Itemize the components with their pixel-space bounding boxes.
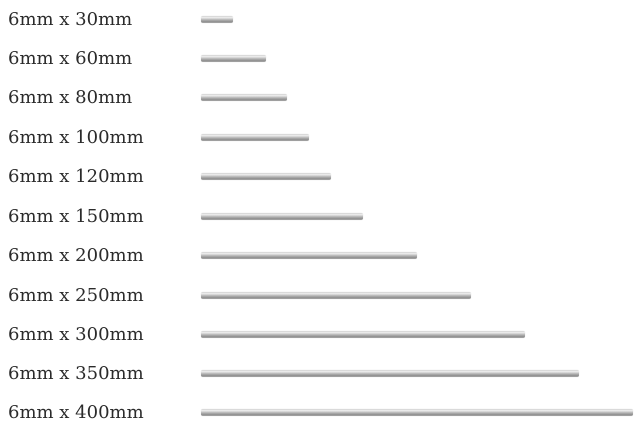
rod-image xyxy=(201,16,233,23)
rod-image xyxy=(201,292,471,299)
rod-size-label: 6mm x 100mm xyxy=(8,127,144,148)
rod-size-label: 6mm x 200mm xyxy=(8,245,144,266)
rod-image xyxy=(201,55,266,62)
rod-row: 6mm x 60mm xyxy=(0,39,643,79)
rod-image xyxy=(201,173,331,180)
rod-image xyxy=(201,94,287,101)
rod-size-label: 6mm x 60mm xyxy=(8,48,133,69)
rod-image xyxy=(201,331,525,338)
rod-row: 6mm x 150mm xyxy=(0,197,643,237)
rod-size-label: 6mm x 120mm xyxy=(8,166,144,187)
rod-row: 6mm x 400mm xyxy=(0,393,643,433)
rod-row: 6mm x 250mm xyxy=(0,276,643,316)
rod-row: 6mm x 100mm xyxy=(0,118,643,158)
rod-row: 6mm x 80mm xyxy=(0,78,643,118)
rod-size-label: 6mm x 80mm xyxy=(8,87,133,108)
rod-row: 6mm x 30mm xyxy=(0,0,643,40)
rod-size-label: 6mm x 250mm xyxy=(8,285,144,306)
rod-size-label: 6mm x 300mm xyxy=(8,324,144,345)
rod-size-label: 6mm x 150mm xyxy=(8,206,144,227)
rod-row: 6mm x 350mm xyxy=(0,354,643,394)
rod-row: 6mm x 200mm xyxy=(0,236,643,276)
rod-size-label: 6mm x 30mm xyxy=(8,9,133,30)
rod-image xyxy=(201,252,417,259)
rod-size-label: 6mm x 350mm xyxy=(8,363,144,384)
rod-image xyxy=(201,370,579,377)
rod-row: 6mm x 300mm xyxy=(0,315,643,355)
rod-row: 6mm x 120mm xyxy=(0,157,643,197)
rod-image xyxy=(201,134,309,141)
rod-image xyxy=(201,409,633,416)
rod-image xyxy=(201,213,363,220)
rod-size-label: 6mm x 400mm xyxy=(8,402,144,423)
